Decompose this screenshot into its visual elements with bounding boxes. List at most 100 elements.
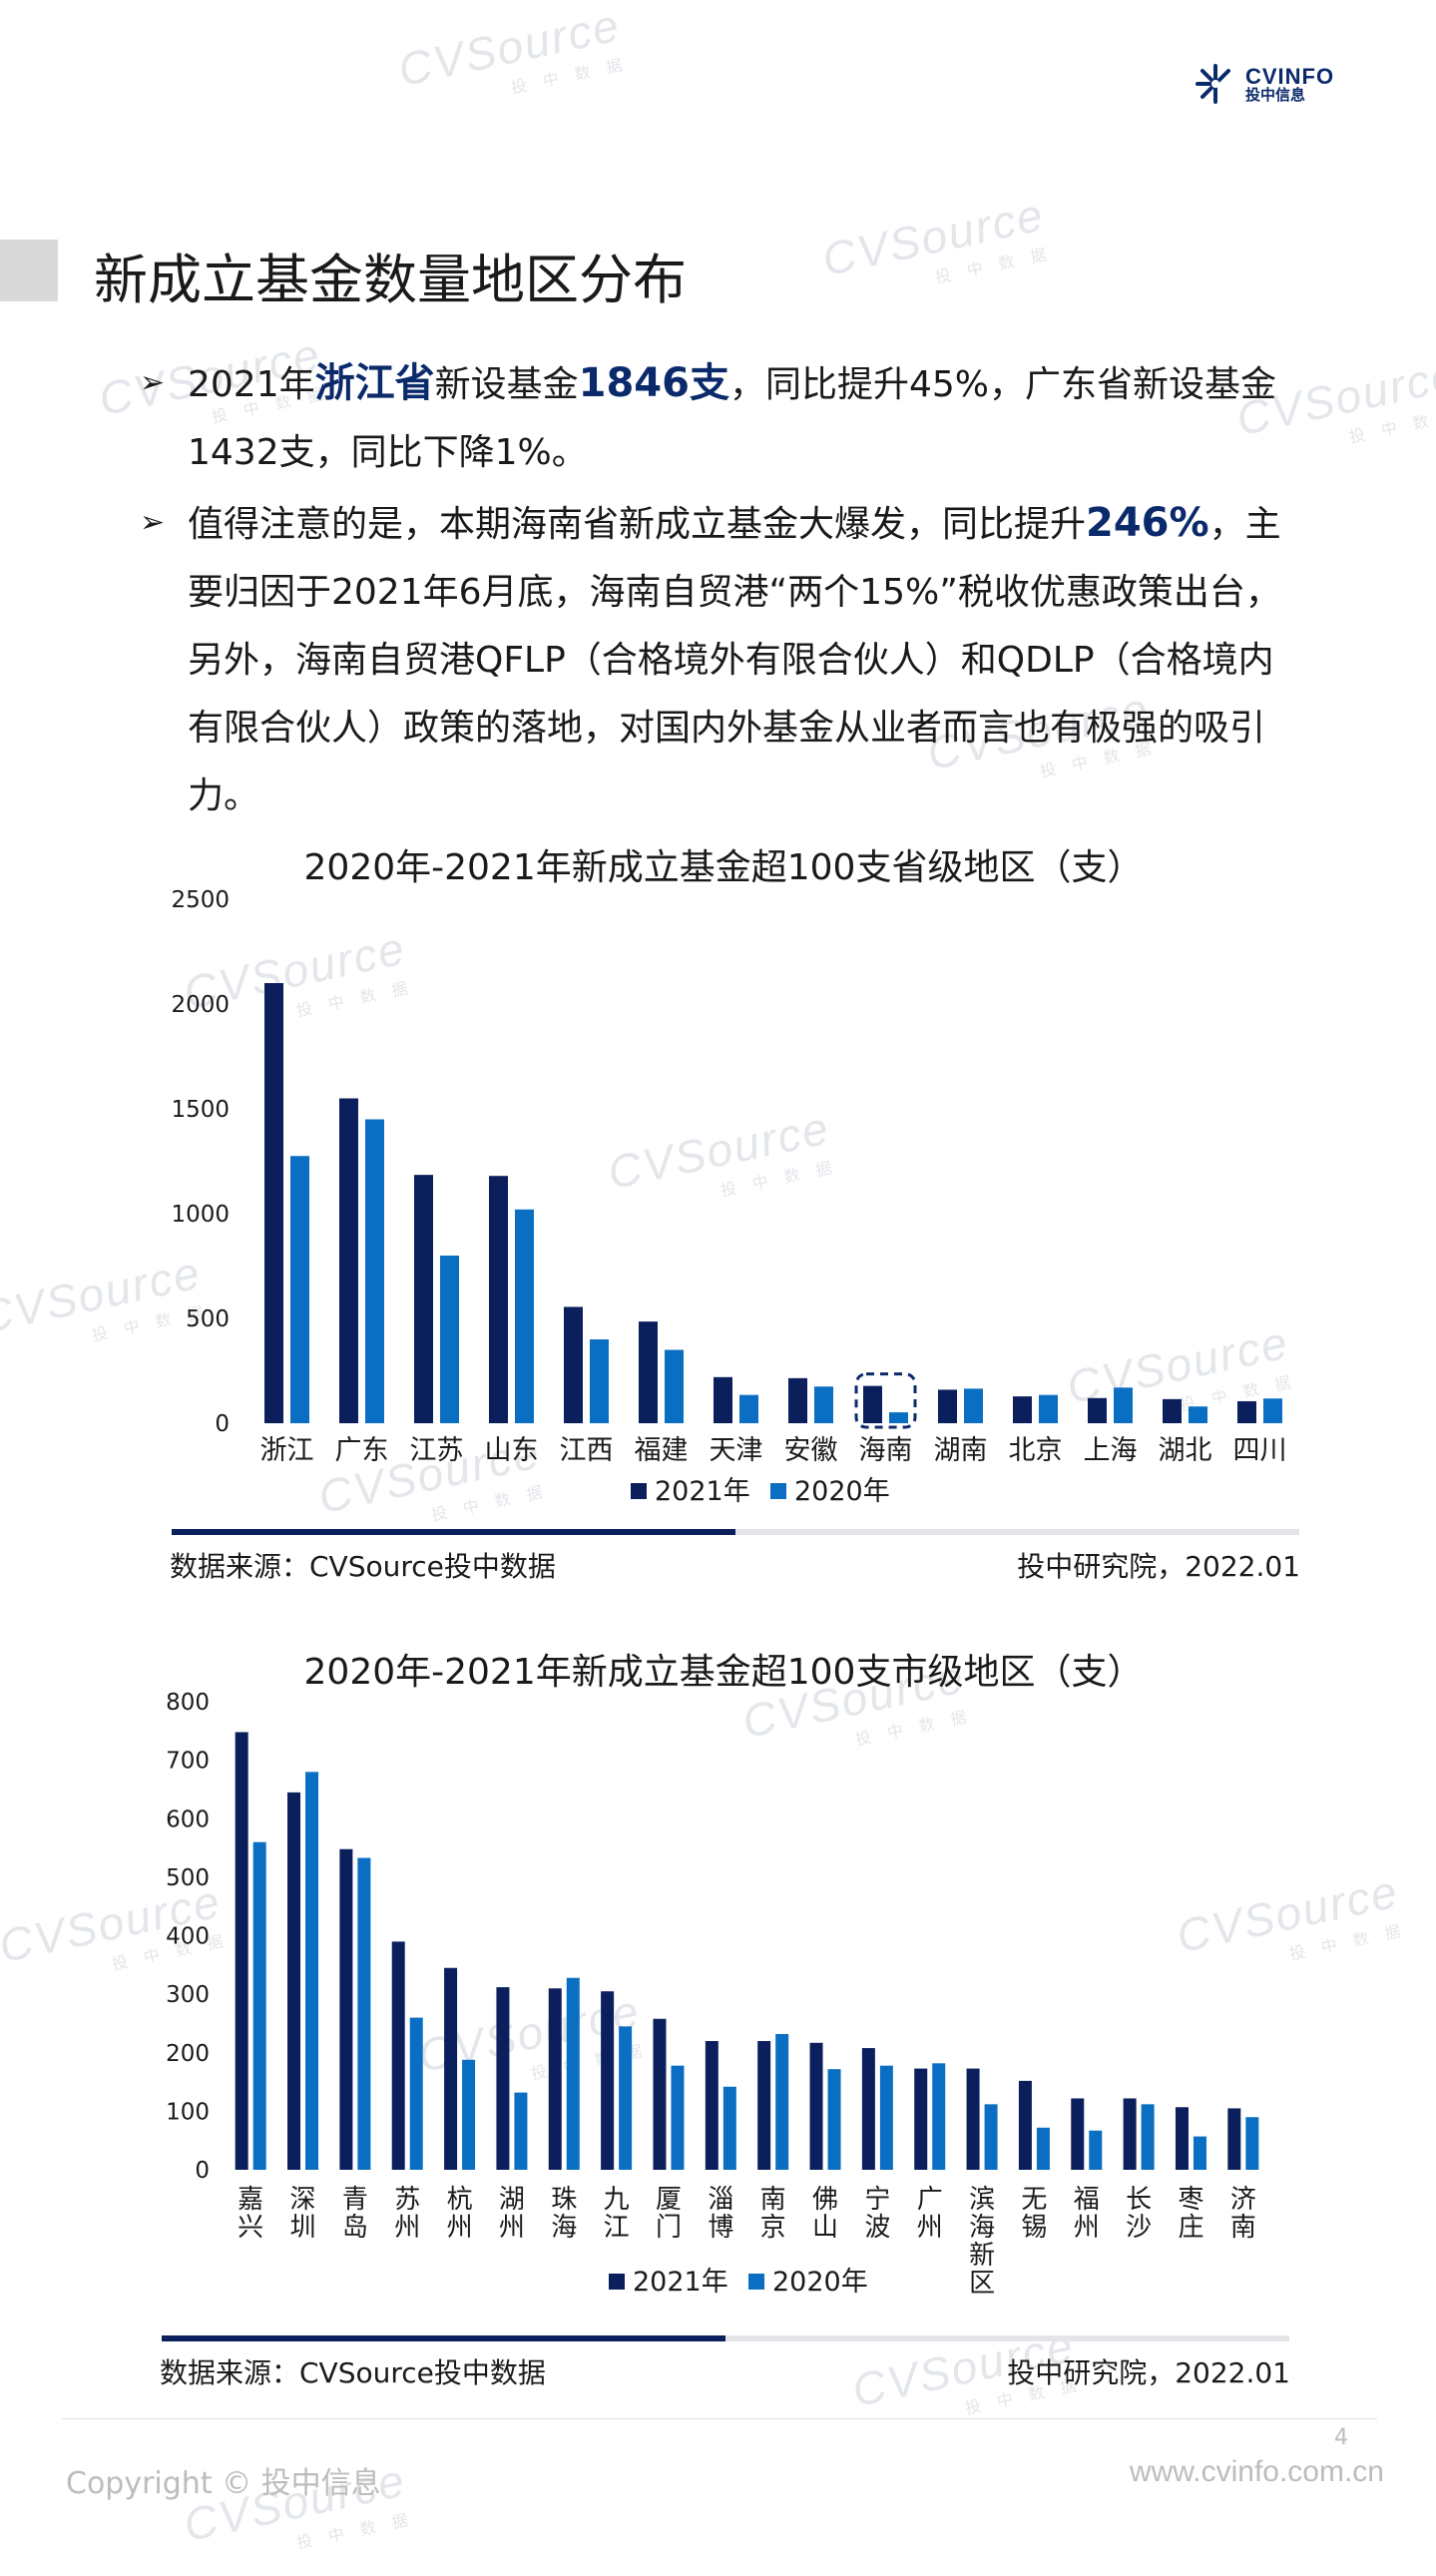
bullet-text: 新设基金 bbox=[434, 364, 579, 405]
bullet-text: 2021年 bbox=[188, 364, 315, 405]
bullet-highlight: 246% bbox=[1086, 500, 1209, 546]
bar-2020 bbox=[932, 2063, 946, 2170]
bar-2020 bbox=[1141, 2104, 1155, 2170]
credit-note: 投中研究院，2022.01 bbox=[1007, 2356, 1290, 2389]
brand-name: CVINFO bbox=[1245, 63, 1335, 89]
bar-2020 bbox=[827, 2069, 841, 2170]
bar-2020 bbox=[1193, 2136, 1206, 2170]
bar-2020 bbox=[775, 2033, 789, 2170]
progress-fill bbox=[172, 1529, 735, 1535]
bar-2020 bbox=[462, 2059, 476, 2170]
y-tick-label: 600 bbox=[166, 1806, 210, 1832]
bar-2020 bbox=[1039, 1394, 1058, 1423]
bar-2020 bbox=[590, 1339, 609, 1423]
x-tick-label: 滨 bbox=[969, 2185, 995, 2215]
bar-2020 bbox=[619, 2026, 633, 2170]
bar-2020 bbox=[889, 1412, 908, 1423]
bar-2021 bbox=[914, 2068, 928, 2170]
x-tick-label: 海 bbox=[969, 2213, 995, 2243]
bar-2021 bbox=[861, 2048, 875, 2170]
legend-label: 2020年 bbox=[794, 1476, 890, 1507]
legend-swatch bbox=[609, 2274, 625, 2290]
bar-2021 bbox=[809, 2042, 823, 2170]
x-tick-label: 岛 bbox=[342, 2213, 368, 2243]
bar-2020 bbox=[305, 1772, 319, 2170]
x-tick-label: 深 bbox=[290, 2185, 316, 2215]
x-tick-label: 九 bbox=[604, 2185, 630, 2215]
progress-bar bbox=[172, 1529, 1299, 1535]
copyright: Copyright © 投中信息 bbox=[66, 2466, 381, 2501]
bar-2020 bbox=[357, 1857, 371, 2170]
x-tick-label: 江苏 bbox=[410, 1435, 464, 1466]
bullet-item: ➢ 值得注意的是，本期海南省新成立基金大爆发，同比提升246%，主要归因于202… bbox=[140, 489, 1297, 830]
x-tick-label: 庄 bbox=[1178, 2213, 1203, 2243]
bar-2020 bbox=[409, 2017, 423, 2170]
bar-2020 bbox=[566, 1977, 580, 2170]
bar-2021 bbox=[444, 1967, 458, 2170]
bar-2021 bbox=[601, 1991, 615, 2170]
y-tick-label: 0 bbox=[215, 1411, 230, 1437]
x-tick-label: 长 bbox=[1126, 2185, 1152, 2215]
bar-2020 bbox=[984, 2104, 998, 2170]
bar-2020 bbox=[440, 1256, 459, 1423]
bar-2021 bbox=[788, 1377, 807, 1423]
x-tick-label: 沙 bbox=[1126, 2213, 1152, 2243]
x-tick-label: 州 bbox=[447, 2213, 473, 2243]
legend-swatch bbox=[631, 1483, 647, 1499]
bar-2021 bbox=[1013, 1396, 1032, 1423]
x-tick-label: 北京 bbox=[1009, 1435, 1063, 1466]
y-tick-label: 2000 bbox=[171, 992, 230, 1018]
bar-2021 bbox=[414, 1175, 433, 1423]
x-tick-label: 枣 bbox=[1178, 2185, 1203, 2215]
website-link[interactable]: www.cvinfo.com.cn bbox=[1129, 2455, 1384, 2488]
bar-2021 bbox=[264, 983, 283, 1423]
legend-label: 2021年 bbox=[655, 1476, 750, 1507]
x-tick-label: 湖 bbox=[499, 2185, 525, 2215]
x-tick-label: 兴 bbox=[238, 2213, 263, 2243]
bar-2021 bbox=[757, 2041, 771, 2170]
y-tick-label: 1000 bbox=[171, 1202, 230, 1228]
province-bar-chart: 0 500 1000 1500 2000 2500 浙江 广东 江苏 山东 江西 福建 天津 安徽 海南 湖南… bbox=[171, 887, 1286, 1507]
x-tick-label: 州 bbox=[394, 2213, 420, 2243]
x-tick-label: 新 bbox=[969, 2241, 995, 2271]
x-tick-label: 珠 bbox=[551, 2185, 577, 2215]
bar-2021 bbox=[705, 2041, 718, 2170]
x-tick-label: 州 bbox=[499, 2213, 525, 2243]
x-tick-label: 山 bbox=[812, 2213, 838, 2243]
bar-2021 bbox=[391, 1941, 405, 2170]
x-tick-label: 广 bbox=[917, 2185, 943, 2215]
bar-2020 bbox=[739, 1394, 758, 1423]
y-tick-label: 400 bbox=[166, 1924, 210, 1950]
x-tick-label: 无 bbox=[1021, 2185, 1047, 2215]
bar-2020 bbox=[252, 1841, 266, 2170]
bar-2021 bbox=[548, 1988, 562, 2170]
y-tick-label: 700 bbox=[166, 1749, 210, 1775]
y-tick-label: 100 bbox=[166, 2099, 210, 2125]
x-tick-label: 江西 bbox=[560, 1435, 614, 1466]
bar-2020 bbox=[1036, 2127, 1050, 2170]
x-tick-label: 门 bbox=[656, 2213, 682, 2243]
x-tick-label: 京 bbox=[760, 2213, 786, 2243]
bar-2021 bbox=[653, 2018, 667, 2170]
page-title: 新成立基金数量地区分布 bbox=[94, 249, 687, 311]
bar-2020 bbox=[665, 1349, 684, 1423]
bar-2021 bbox=[863, 1385, 882, 1423]
x-tick-label: 波 bbox=[864, 2213, 890, 2243]
y-tick-label: 0 bbox=[195, 2158, 210, 2184]
x-tick-label: 福建 bbox=[635, 1435, 689, 1466]
y-tick-label: 200 bbox=[166, 2041, 210, 2067]
x-tick-label: 杭 bbox=[447, 2185, 473, 2215]
x-tick-label: 南 bbox=[760, 2185, 786, 2215]
x-tick-label: 南 bbox=[1230, 2213, 1256, 2243]
y-tick-label: 500 bbox=[166, 1865, 210, 1891]
bar-2021 bbox=[489, 1176, 508, 1423]
x-tick-label: 济 bbox=[1230, 2185, 1256, 2215]
x-tick-label: 福 bbox=[1074, 2185, 1100, 2215]
bar-2021 bbox=[339, 1848, 353, 2170]
x-tick-label: 湖南 bbox=[934, 1435, 988, 1466]
y-tick-label: 500 bbox=[186, 1306, 230, 1332]
page-number: 4 bbox=[1334, 2425, 1348, 2450]
